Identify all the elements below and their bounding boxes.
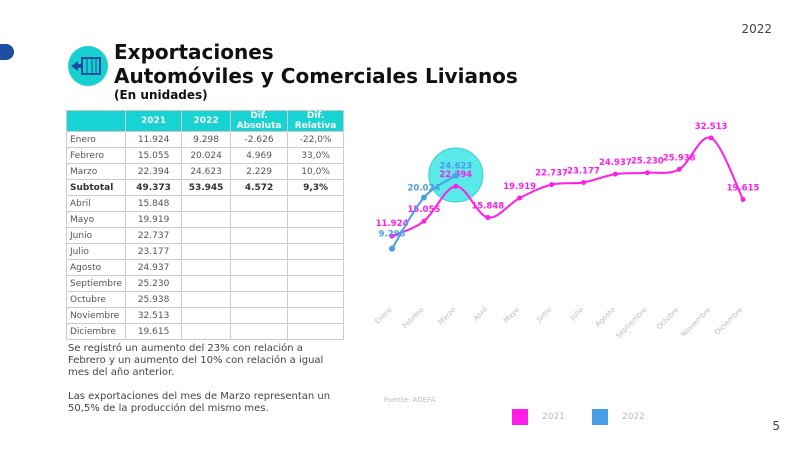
data-point [453, 183, 459, 189]
x-tick-label: Agosto [594, 306, 617, 329]
data-label: 11.924 [376, 219, 409, 229]
legend-swatch-2021 [512, 409, 528, 425]
page-subtitle: (En unidades) [114, 88, 208, 102]
data-label: 20.024 [408, 184, 441, 194]
x-tick-label: Diciembre [713, 306, 744, 337]
data-label: 24.623 [439, 162, 472, 172]
data-point [485, 214, 491, 220]
data-point [612, 171, 618, 177]
data-point [452, 172, 459, 179]
column-header: 2022 [181, 110, 232, 132]
x-tick-label: Septiembre [614, 306, 648, 340]
data-point [389, 245, 395, 252]
legend-swatch-2022 [592, 409, 608, 425]
x-tick-label: Noviembre [680, 306, 713, 339]
x-tick-label: Marzo [437, 306, 458, 327]
note-paragraph-1: Se registró un aumento del 23% con relac… [68, 343, 324, 378]
legend-item-2021: 2021 [512, 409, 565, 425]
data-point [421, 218, 427, 224]
data-point [549, 182, 555, 188]
x-tick-label: Febrero [401, 306, 425, 330]
data-point [389, 233, 395, 239]
table-row: Agosto 24.937 [65, 259, 345, 276]
column-header: Dif. Absoluta [230, 110, 289, 132]
data-label: 25.938 [663, 153, 696, 163]
data-point [644, 170, 650, 176]
column-header: 2021 [125, 110, 183, 132]
data-point [517, 195, 523, 201]
data-point [420, 194, 427, 201]
x-tick-label: Mayo [502, 306, 521, 325]
data-label: 19.615 [727, 183, 760, 193]
data-label: 32.513 [695, 122, 728, 132]
x-tick-label: Enero [373, 306, 393, 326]
data-label: 9.298 [379, 230, 406, 240]
table-row: Enero 11.924 9.298 -2.626 -22,0% [65, 131, 345, 148]
export-truck-icon [68, 46, 108, 86]
table-row: Diciembre 19.615 [65, 323, 345, 340]
data-label: 23.177 [567, 167, 600, 177]
page-number: 5 [772, 419, 780, 433]
table-cell: Diciembre [65, 323, 127, 340]
data-label: 25.230 [631, 157, 664, 167]
x-tick-label: Junio [534, 306, 553, 325]
table-cell: 10,0% [287, 163, 345, 180]
data-label: 15.055 [408, 205, 441, 215]
data-label: 22.737 [535, 169, 568, 179]
note-paragraph-2: Las exportaciones del mes de Marzo repre… [68, 391, 331, 414]
column-header [65, 110, 127, 132]
table-row: Noviembre 32.513 [65, 307, 345, 324]
page-title: Exportaciones [114, 40, 274, 64]
data-point [708, 135, 714, 141]
table-row: Marzo 22.394 24.623 2.229 10,0% [65, 163, 345, 180]
table-row: Febrero 15.055 20.024 4.969 33,0% [65, 147, 345, 164]
page-title-line2: Automóviles y Comerciales Livianos [114, 64, 518, 88]
column-header: Dif. Relativa [287, 110, 345, 132]
legend-label: 2021 [542, 412, 565, 422]
x-tick-label: Octubre [655, 306, 680, 331]
data-label: 15.848 [471, 201, 504, 211]
nav-tab-marker [0, 44, 14, 60]
exports-table: 2021 2022 Dif. Absoluta Dif. Relativa Enero… [65, 110, 345, 340]
table-row: Subtotal 49.373 53.945 4.572 9,3% [65, 179, 345, 196]
data-point [580, 180, 586, 186]
data-label: 24.937 [599, 158, 632, 168]
data-point [676, 166, 682, 172]
data-point [740, 196, 746, 202]
legend-item-2022: 2022 [592, 409, 645, 425]
x-tick-label: Abril [472, 306, 489, 323]
table-cell [287, 323, 345, 340]
source-note: Fuente: ADEFA [384, 396, 436, 404]
data-label: 19.919 [503, 182, 536, 192]
year-label: 2022 [741, 22, 772, 36]
legend-label: 2022 [622, 412, 645, 422]
x-tick-label: Julio [568, 306, 585, 323]
